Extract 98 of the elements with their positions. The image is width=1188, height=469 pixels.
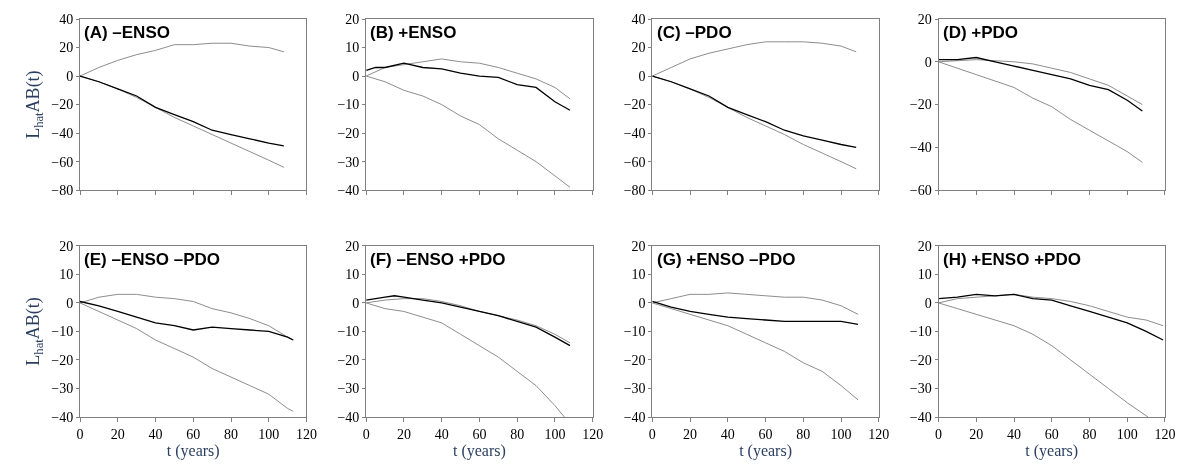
chart-title: (A) –ENSO: [84, 23, 170, 42]
y-tick-label: −30: [337, 154, 360, 170]
x-tick-label: 100: [544, 426, 566, 442]
x-axis-title: t (years): [452, 442, 506, 461]
y-tick-label: −20: [51, 352, 74, 368]
y-tick-label: 0: [352, 295, 360, 311]
y-tick-label: 10: [345, 40, 360, 56]
y-tick-label: −30: [909, 381, 932, 397]
y-tick-label: 0: [638, 295, 646, 311]
y-tick-label: 20: [631, 40, 646, 56]
x-axis-title: t (years): [1025, 442, 1079, 461]
y-tick-label: 20: [59, 40, 74, 56]
y-tick-label: −20: [623, 352, 646, 368]
x-tick-label: 120: [582, 426, 604, 442]
chart-title: (F) –ENSO +PDO: [370, 250, 506, 269]
y-tick-label: 20: [345, 11, 360, 27]
y-tick-label: −40: [909, 409, 932, 425]
x-tick-label: 40: [1007, 426, 1022, 442]
line-series: [652, 300, 859, 325]
x-tick-label: 40: [434, 426, 449, 442]
y-tick-label: −30: [51, 381, 74, 397]
y-tick-label: 20: [345, 238, 360, 254]
y-tick-label: −20: [51, 97, 74, 113]
y-tick-label: −60: [909, 183, 932, 199]
y-tick-label: −20: [623, 97, 646, 113]
y-tick-label: 20: [59, 238, 74, 254]
x-tick-label: 80: [1082, 426, 1097, 442]
y-tick-label: 20: [631, 238, 646, 254]
chart-title: (H) +ENSO +PDO: [943, 250, 1081, 269]
x-tick-label: 60: [472, 426, 487, 442]
x-tick-label: 0: [935, 426, 943, 442]
y-tick-label: 0: [924, 54, 932, 70]
y-tick-label: −10: [337, 324, 360, 340]
x-tick-label: 120: [1154, 426, 1176, 442]
x-tick-label: 80: [510, 426, 525, 442]
y-tick-label: −10: [909, 324, 932, 340]
chart-title: (D) +PDO: [943, 23, 1019, 42]
x-tick-label: 20: [683, 426, 698, 442]
x-tick-label: 20: [969, 426, 984, 442]
x-tick-label: 100: [258, 426, 280, 442]
y-tick-label: −10: [51, 324, 74, 340]
x-tick-label: 40: [720, 426, 735, 442]
x-tick-label: 20: [110, 426, 125, 442]
x-axis-title: t (years): [166, 442, 220, 461]
y-tick-label: −20: [909, 352, 932, 368]
y-tick-label: 10: [917, 267, 932, 283]
chart-title: (E) –ENSO –PDO: [84, 250, 221, 269]
y-tick-label: −40: [337, 183, 360, 199]
y-tick-label: 10: [59, 267, 74, 283]
x-tick-label: 40: [148, 426, 163, 442]
y-tick-label: −60: [51, 154, 74, 170]
y-tick-label: −20: [337, 125, 360, 141]
y-tick-label: −60: [623, 154, 646, 170]
y-tick-label: −40: [51, 125, 74, 141]
y-tick-label: 0: [352, 68, 360, 84]
x-tick-label: 100: [1116, 426, 1138, 442]
y-tick-label: −30: [337, 381, 360, 397]
y-tick-label: −40: [623, 409, 646, 425]
y-tick-label: 10: [345, 267, 360, 283]
x-tick-label: 80: [224, 426, 238, 442]
x-tick-label: 120: [295, 426, 317, 442]
y-tick-label: −40: [337, 409, 360, 425]
y-tick-label: −40: [51, 409, 74, 425]
y-tick-label: 10: [631, 267, 646, 283]
y-tick-label: −80: [623, 183, 646, 199]
x-tick-label: 0: [76, 426, 84, 442]
line-series: [80, 75, 285, 147]
x-tick-label: 0: [648, 426, 656, 442]
x-tick-label: 100: [830, 426, 852, 442]
y-tick-label: −40: [623, 125, 646, 141]
y-tick-label: 0: [924, 295, 932, 311]
x-tick-label: 20: [396, 426, 411, 442]
y-tick-label: −20: [337, 352, 360, 368]
y-tick-label: −10: [337, 97, 360, 113]
x-tick-label: 0: [362, 426, 370, 442]
y-tick-label: −10: [623, 324, 646, 340]
chart-title: (C) –PDO: [657, 23, 732, 42]
x-tick-label: 60: [1044, 426, 1059, 442]
y-tick-label: −40: [909, 140, 932, 156]
y-tick-label: 20: [917, 11, 932, 27]
y-tick-label: −20: [909, 97, 932, 113]
y-tick-label: 0: [66, 295, 74, 311]
x-axis-title: t (years): [739, 442, 793, 461]
x-tick-label: 60: [186, 426, 201, 442]
chart-title: (B) +ENSO: [370, 23, 457, 42]
line-series: [366, 62, 571, 111]
y-tick-label: 40: [631, 11, 646, 27]
line-series: [652, 75, 857, 148]
y-tick-label: −30: [623, 381, 646, 397]
y-tick-label: 40: [59, 11, 74, 27]
y-tick-label: 20: [917, 238, 932, 254]
x-tick-label: 60: [758, 426, 773, 442]
y-tick-label: 0: [638, 68, 646, 84]
y-tick-label: −80: [51, 183, 74, 199]
y-tick-label: 0: [66, 68, 74, 84]
chart-title: (G) +ENSO –PDO: [657, 250, 796, 269]
x-tick-label: 80: [796, 426, 811, 442]
x-tick-label: 120: [868, 426, 890, 442]
